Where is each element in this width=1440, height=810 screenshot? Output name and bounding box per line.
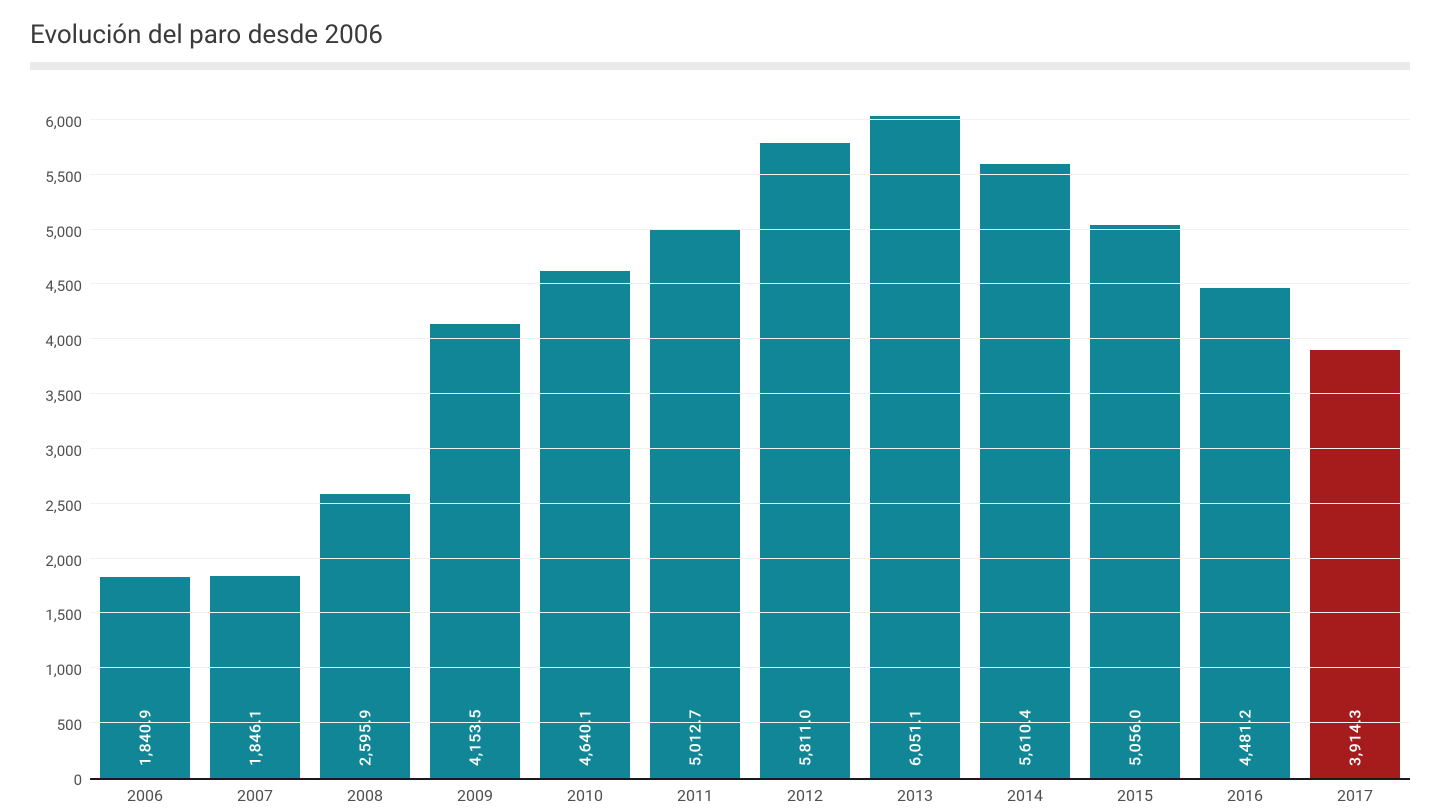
- x-tick-label: 2017: [1300, 786, 1410, 805]
- x-tick-label: 2008: [310, 786, 420, 805]
- bar: 2,595.9: [320, 494, 410, 778]
- y-tick-label: 3,500: [45, 387, 82, 405]
- bar-value-label: 5,056.0: [1126, 709, 1145, 766]
- grid-line: [90, 503, 1410, 504]
- bar-slot: 4,481.2: [1190, 100, 1300, 778]
- bar-slot: 4,153.5: [420, 100, 530, 778]
- bars-group: 1,840.9 1,846.1 2,595.9 4,153.5 4,640.1 5,012…: [90, 100, 1410, 778]
- grid-line: [90, 338, 1410, 339]
- grid-line: [90, 612, 1410, 613]
- bar-value-label: 6,051.1: [906, 709, 925, 766]
- bar-slot: 5,811.0: [750, 100, 860, 778]
- bar-slot: 1,846.1: [200, 100, 310, 778]
- bar-slot: 6,051.1: [860, 100, 970, 778]
- bar-value-label: 5,811.0: [796, 709, 815, 766]
- bar: 1,840.9: [100, 577, 190, 778]
- chart-container: Evolución del paro desde 2006 0 500 1,000 1…: [30, 20, 1410, 805]
- bar-slot: 4,640.1: [530, 100, 640, 778]
- bar-value-label: 4,481.2: [1236, 709, 1255, 766]
- bar-value-label: 5,610.4: [1016, 709, 1035, 766]
- grid-line: [90, 722, 1410, 723]
- bar: 5,610.4: [980, 164, 1070, 778]
- bar-value-label: 1,840.9: [136, 709, 155, 766]
- bar-value-label: 3,914.3: [1346, 709, 1365, 766]
- x-tick-label: 2011: [640, 786, 750, 805]
- x-tick-label: 2009: [420, 786, 530, 805]
- bar-slot: 3,914.3: [1300, 100, 1410, 778]
- x-tick-label: 2016: [1190, 786, 1300, 805]
- bar-slot: 5,610.4: [970, 100, 1080, 778]
- y-tick-label: 5,500: [45, 168, 82, 186]
- grid-line: [90, 667, 1410, 668]
- x-tick-label: 2012: [750, 786, 860, 805]
- bar: 4,153.5: [430, 324, 520, 778]
- y-tick-label: 4,500: [45, 277, 82, 295]
- y-tick-label: 3,000: [45, 442, 82, 460]
- bar: 1,846.1: [210, 576, 300, 778]
- bar: 4,640.1: [540, 271, 630, 778]
- title-underline: [30, 62, 1410, 70]
- x-tick-label: 2015: [1080, 786, 1190, 805]
- x-axis-labels: 2006200720082009201020112012201320142015…: [90, 786, 1410, 805]
- y-tick-label: 2,000: [45, 552, 82, 570]
- bar: 3,914.3: [1310, 350, 1400, 778]
- y-tick-label: 4,000: [45, 332, 82, 350]
- plot-region: 1,840.9 1,846.1 2,595.9 4,153.5 4,640.1 5,012…: [90, 100, 1410, 780]
- y-tick-label: 5,000: [45, 223, 82, 241]
- bar: 5,056.0: [1090, 225, 1180, 778]
- bar-value-label: 1,846.1: [246, 709, 265, 766]
- grid-line: [90, 283, 1410, 284]
- grid-line: [90, 558, 1410, 559]
- bar-slot: 5,056.0: [1080, 100, 1190, 778]
- bar-slot: 2,595.9: [310, 100, 420, 778]
- bar: 4,481.2: [1200, 288, 1290, 778]
- bar: 5,811.0: [760, 143, 850, 778]
- bar-value-label: 2,595.9: [356, 709, 375, 766]
- bar: 5,012.7: [650, 230, 740, 778]
- bar-slot: 1,840.9: [90, 100, 200, 778]
- grid-line: [90, 119, 1410, 120]
- x-tick-label: 2007: [200, 786, 310, 805]
- bar-value-label: 4,640.1: [576, 709, 595, 766]
- y-tick-label: 0: [74, 771, 82, 789]
- x-tick-label: 2013: [860, 786, 970, 805]
- grid-line: [90, 393, 1410, 394]
- x-tick-label: 2010: [530, 786, 640, 805]
- y-axis: 05001,0001,5002,0002,5003,0003,5004,0004…: [30, 100, 90, 780]
- grid-line: [90, 448, 1410, 449]
- chart-plot-area: 05001,0001,5002,0002,5003,0003,5004,0004…: [30, 100, 1410, 780]
- y-tick-label: 2,500: [45, 497, 82, 515]
- x-tick-label: 2014: [970, 786, 1080, 805]
- x-tick-label: 2006: [90, 786, 200, 805]
- chart-title: Evolución del paro desde 2006: [30, 20, 1410, 50]
- y-tick-label: 6,000: [45, 113, 82, 131]
- bar-slot: 5,012.7: [640, 100, 750, 778]
- y-tick-label: 500: [57, 716, 82, 734]
- grid-line: [90, 174, 1410, 175]
- grid-line: [90, 229, 1410, 230]
- y-tick-label: 1,500: [45, 606, 82, 624]
- y-tick-label: 1,000: [45, 661, 82, 679]
- bar-value-label: 5,012.7: [686, 709, 705, 766]
- bar-value-label: 4,153.5: [466, 709, 485, 766]
